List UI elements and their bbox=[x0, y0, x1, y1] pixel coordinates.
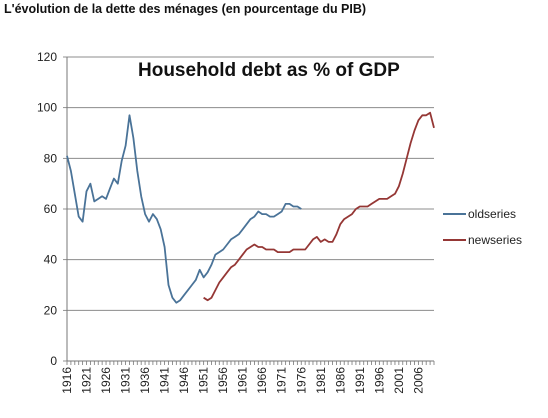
y-tick-labels: 0 20 40 60 80 100 120 bbox=[37, 50, 57, 368]
x-tick-label: 1971 bbox=[275, 367, 289, 394]
legend-label-oldseries: oldseries bbox=[468, 207, 516, 221]
x-tick-label: 1916 bbox=[60, 367, 74, 394]
x-tick-label: 1941 bbox=[158, 367, 172, 394]
x-tick-label: 1921 bbox=[80, 367, 94, 394]
x-tick-label: 1946 bbox=[177, 367, 191, 394]
series-line-oldseries bbox=[66, 114, 302, 304]
legend-label-newseries: newseries bbox=[468, 233, 522, 247]
y-tick-label: 0 bbox=[50, 354, 57, 368]
x-tick-labels: 1916 1921 1926 1931 1936 1941 1946 1951 1956 1961… bbox=[60, 367, 425, 394]
legend: oldseries newseries bbox=[443, 207, 522, 247]
gridlines bbox=[67, 56, 434, 311]
chart-title: Household debt as % of GDP bbox=[138, 60, 400, 81]
x-tick-label: 1926 bbox=[99, 367, 113, 394]
x-tick-label: 1996 bbox=[372, 367, 386, 394]
x-tick-label: 1986 bbox=[333, 367, 347, 394]
x-tick-label: 1966 bbox=[255, 367, 269, 394]
x-tick-label: 2006 bbox=[411, 367, 425, 394]
y-tick-label: 40 bbox=[44, 253, 58, 267]
x-tick-label: 1936 bbox=[138, 367, 152, 394]
y-tick-label: 120 bbox=[37, 50, 57, 64]
axes bbox=[63, 56, 435, 365]
page-caption: L'évolution de la dette des ménages (en … bbox=[4, 2, 367, 16]
x-tick-label: 1991 bbox=[353, 367, 367, 394]
series-lines bbox=[66, 111, 435, 304]
x-tick-label: 1951 bbox=[197, 367, 211, 394]
x-tick-label: 1961 bbox=[236, 367, 250, 394]
x-tick-label: 1981 bbox=[314, 367, 328, 394]
y-tick-label: 100 bbox=[37, 101, 57, 115]
x-tick-label: 1976 bbox=[294, 367, 308, 394]
y-tick-label: 60 bbox=[44, 202, 58, 216]
series-line-newseries bbox=[203, 111, 435, 302]
y-tick-label: 20 bbox=[44, 303, 58, 317]
x-tick-label: 1931 bbox=[119, 367, 133, 394]
y-tick-label: 80 bbox=[44, 151, 58, 165]
x-tick-label: 1956 bbox=[216, 367, 230, 394]
x-tick-label: 2001 bbox=[392, 367, 406, 394]
